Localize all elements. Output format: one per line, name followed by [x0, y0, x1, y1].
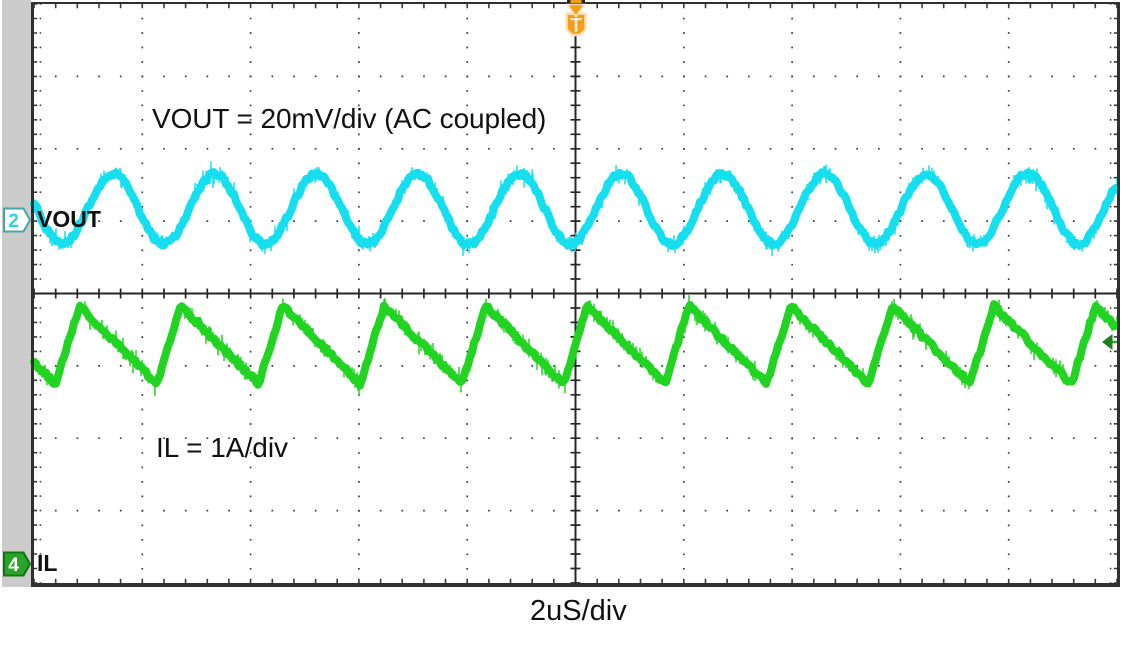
- svg-text:T: T: [570, 16, 582, 37]
- svg-text:2: 2: [8, 211, 19, 232]
- svg-text:VOUT: VOUT: [37, 206, 101, 232]
- svg-text:2uS/div: 2uS/div: [530, 595, 627, 627]
- svg-text:VOUT = 20mV/div (AC coupled): VOUT = 20mV/div (AC coupled): [152, 103, 546, 134]
- svg-text:IL = 1A/div: IL = 1A/div: [156, 432, 288, 463]
- svg-text:4: 4: [8, 555, 19, 576]
- svg-text:IL: IL: [37, 550, 57, 576]
